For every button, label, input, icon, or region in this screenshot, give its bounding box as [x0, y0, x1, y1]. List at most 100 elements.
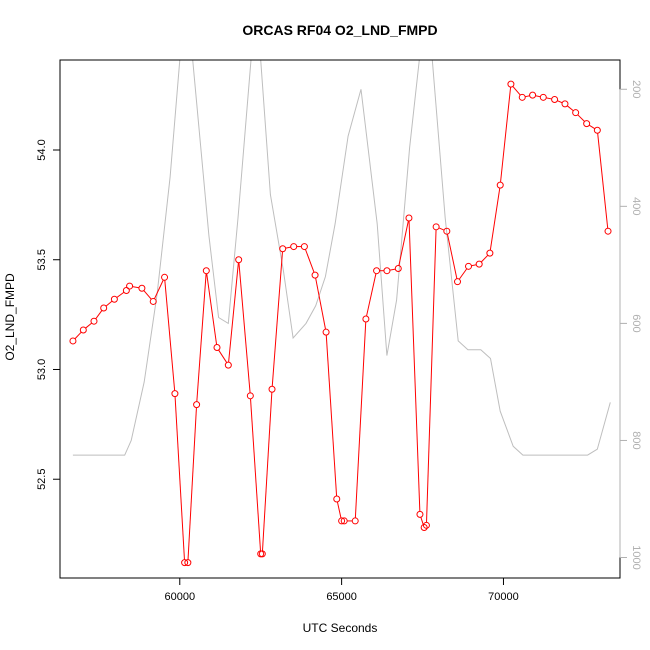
- data-point: [416, 510, 424, 518]
- x-tick-label: 60000: [164, 591, 195, 603]
- primary-series-segment: [566, 105, 574, 112]
- data-point: [224, 361, 232, 369]
- data-point: [351, 517, 359, 525]
- primary-series-segment: [408, 221, 421, 512]
- data-point: [539, 93, 547, 101]
- primary-series-segment: [354, 321, 367, 518]
- primary-series-segment: [105, 300, 113, 307]
- primary-series-segment: [304, 249, 315, 273]
- data-point: [138, 284, 146, 292]
- data-point: [290, 243, 298, 251]
- primary-series-segment: [164, 280, 176, 391]
- data-point: [475, 260, 483, 268]
- data-point: [235, 256, 243, 264]
- primary-series-segment: [489, 188, 501, 251]
- x-axis-label: UTC Seconds: [303, 621, 378, 635]
- data-point: [181, 559, 189, 567]
- primary-series-segment: [557, 100, 563, 104]
- primary-series-segment: [438, 227, 445, 231]
- x-tick-label: 70000: [488, 591, 519, 603]
- y2-tick-label: 800: [630, 431, 642, 449]
- data-point: [279, 245, 287, 253]
- data-point: [246, 392, 254, 400]
- data-point: [338, 517, 346, 525]
- data-point: [507, 80, 515, 88]
- data-point: [100, 304, 108, 312]
- data-point: [422, 521, 430, 529]
- primary-series-segment: [285, 246, 291, 249]
- y-tick-label: 54.0: [36, 139, 48, 160]
- primary-series-segment: [315, 277, 327, 330]
- secondary-series-layer: [72, 60, 611, 456]
- data-point: [572, 109, 580, 117]
- primary-series-segment: [546, 97, 552, 100]
- data-point: [79, 326, 87, 334]
- primary-series-segment: [196, 273, 207, 402]
- data-point: [311, 271, 319, 279]
- data-point: [213, 344, 221, 352]
- data-point: [90, 317, 98, 325]
- primary-series-segment: [512, 86, 521, 96]
- primary-series-segment: [174, 396, 185, 560]
- primary-series-segment: [471, 264, 477, 267]
- primary-series-segment: [398, 220, 409, 266]
- primary-series-segment: [426, 229, 437, 523]
- data-point: [465, 262, 473, 270]
- primary-series-segment: [325, 335, 338, 497]
- data-point: [496, 181, 504, 189]
- data-point: [373, 267, 381, 275]
- data-point: [300, 243, 308, 251]
- data-point: [161, 273, 169, 281]
- data-point: [340, 517, 348, 525]
- data-point: [593, 126, 601, 134]
- primary-series-segment: [261, 392, 273, 551]
- y-tick-label: 53.5: [36, 249, 48, 270]
- data-point: [486, 249, 494, 257]
- data-point: [171, 390, 179, 398]
- data-point: [394, 265, 402, 273]
- y2-tick-label: 600: [630, 314, 642, 332]
- primary-series-segment: [143, 290, 152, 300]
- data-point: [454, 278, 462, 286]
- data-point: [258, 550, 266, 558]
- y-axis-right: 200 400 600 800 1000: [619, 80, 642, 570]
- primary-series-segment: [366, 273, 377, 317]
- x-axis: 60000 65000 70000: [164, 577, 519, 603]
- primary-series-segment: [500, 87, 512, 183]
- primary-series-segment: [525, 95, 530, 98]
- primary-series-segment: [588, 124, 596, 130]
- primary-series-segment: [95, 310, 103, 320]
- y-tick-label: 53.0: [36, 359, 48, 380]
- primary-series-segment: [154, 279, 164, 299]
- data-point: [432, 223, 440, 231]
- chart-title: ORCAS RF04 O2_LND_FMPD: [242, 22, 437, 38]
- data-point: [149, 297, 157, 305]
- data-point: [383, 267, 391, 275]
- primary-series-segment: [480, 254, 489, 263]
- data-point: [193, 401, 201, 409]
- x-tick-label: 65000: [326, 591, 357, 603]
- y2-tick-label: 1000: [630, 545, 642, 569]
- data-point: [420, 524, 428, 532]
- data-point: [122, 286, 130, 294]
- y-tick-label: 52.5: [36, 469, 48, 490]
- data-point: [69, 337, 77, 345]
- data-point: [561, 100, 569, 108]
- data-point: [268, 385, 276, 393]
- data-point: [110, 295, 118, 303]
- primary-series-segment: [336, 501, 342, 519]
- primary-series-segment: [458, 268, 468, 280]
- data-point: [551, 96, 559, 104]
- data-point: [362, 315, 370, 323]
- data-point: [604, 227, 612, 235]
- primary-series-segment: [132, 286, 140, 289]
- primary-series-segment: [446, 234, 458, 279]
- primary-series-segment: [420, 517, 424, 525]
- secondary-series-line: [72, 60, 611, 456]
- primary-series-segment: [250, 398, 261, 551]
- data-point: [333, 495, 341, 503]
- data-point: [184, 559, 192, 567]
- primary-series-segment: [577, 114, 585, 122]
- data-point: [518, 93, 526, 101]
